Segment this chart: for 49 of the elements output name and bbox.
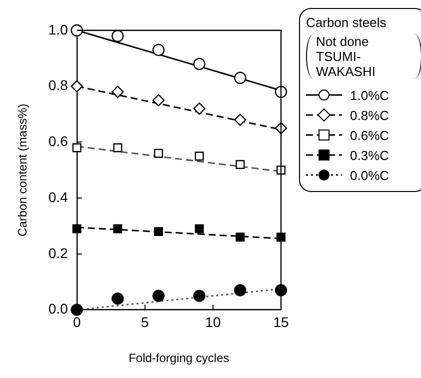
point	[194, 152, 204, 161]
x-tick-label: 15	[273, 314, 289, 330]
point	[154, 148, 164, 158]
legend-label: 1.0%C	[350, 88, 390, 102]
point	[152, 94, 165, 106]
y-tick-label: 0.2	[48, 244, 68, 261]
point	[72, 143, 82, 152]
point	[70, 80, 83, 92]
legend-label: 0.6%C	[350, 128, 390, 142]
x-tick-label: 0	[72, 314, 81, 330]
point	[112, 292, 124, 305]
point	[276, 232, 286, 242]
legend-label: 0.0%C	[350, 168, 390, 182]
point	[274, 284, 288, 296]
y-tick-label: 0.0	[48, 300, 68, 317]
point	[154, 227, 164, 236]
y-axis-title: Carbon content (mass%)	[16, 104, 30, 236]
point	[236, 232, 245, 242]
legend-label: 0.3%C	[350, 148, 390, 162]
point	[194, 224, 204, 234]
point	[276, 166, 286, 175]
point	[113, 143, 122, 152]
point	[274, 122, 288, 134]
point	[112, 30, 124, 42]
point	[70, 304, 83, 316]
y-tick-label: 0.6	[48, 133, 68, 150]
point	[236, 160, 245, 169]
text: Not done TSUMI-WAKASHI	[316, 34, 376, 79]
y-tick-label: 1.0	[48, 21, 68, 38]
point	[193, 290, 206, 302]
point	[193, 58, 206, 70]
point	[113, 224, 122, 234]
point	[152, 44, 165, 56]
legend-title: Carbon steels	[306, 15, 388, 30]
point	[234, 72, 246, 84]
point	[152, 290, 165, 302]
x-tick-label: 10	[205, 314, 221, 330]
point	[112, 86, 124, 98]
point	[234, 284, 246, 296]
y-tick-label: 0.4	[48, 188, 68, 205]
x-axis-title: Fold-forging cycles	[128, 351, 230, 366]
point	[72, 224, 82, 234]
legend-label: 0.8%C	[350, 108, 390, 122]
y-tick-label: 0.8	[48, 77, 68, 94]
point	[70, 24, 83, 36]
point	[274, 86, 288, 98]
point	[193, 102, 206, 115]
x-tick-label: 5	[141, 314, 150, 330]
point	[234, 114, 246, 126]
